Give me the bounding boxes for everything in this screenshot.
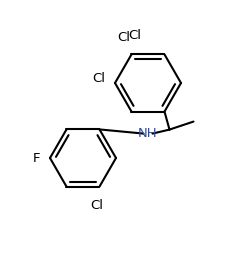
Text: Cl: Cl (90, 199, 103, 212)
Text: Cl: Cl (92, 71, 105, 85)
Text: NH: NH (137, 127, 157, 140)
Text: Cl: Cl (128, 29, 140, 42)
Text: F: F (32, 151, 40, 165)
Text: Cl: Cl (117, 31, 129, 44)
